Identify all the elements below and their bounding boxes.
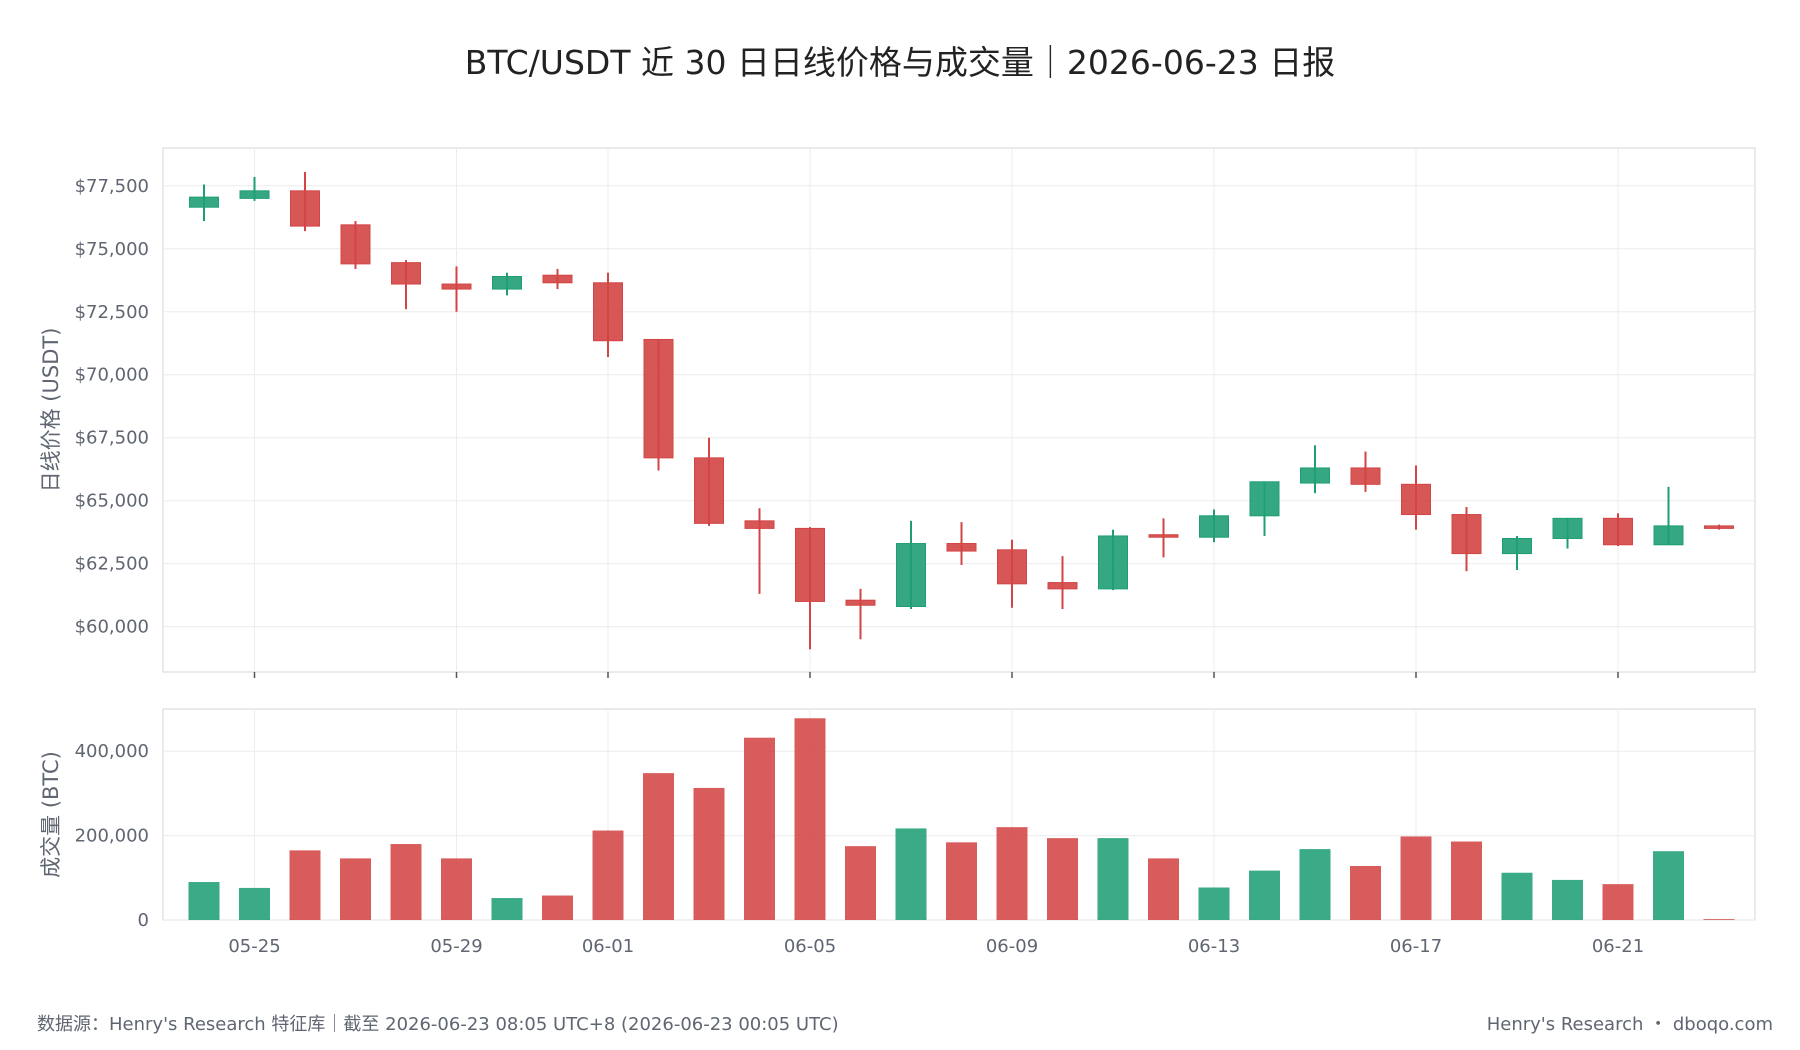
x-tick-label: 06-21 (1592, 936, 1644, 957)
volume-bar (1602, 884, 1634, 920)
volume-y-tick-label: 200,000 (75, 826, 149, 847)
candle-body (239, 190, 270, 199)
candle-body (1603, 517, 1633, 546)
price-y-tick-label: $67,500 (75, 428, 149, 449)
volume-bar (693, 787, 725, 920)
candle-body (1552, 517, 1583, 539)
volume-bar (1097, 838, 1129, 920)
volume-bar (1249, 870, 1280, 920)
volume-bar (188, 882, 220, 920)
volume-y-axis-title: 成交量 (BTC) (39, 751, 63, 878)
volume-bar (1198, 887, 1230, 920)
price-y-tick-label: $72,500 (75, 302, 149, 323)
volume-bar (845, 846, 876, 920)
volume-bar (1653, 851, 1684, 920)
x-tick-label: 05-29 (430, 936, 482, 957)
volume-bar (1299, 849, 1331, 920)
candle-body (441, 283, 472, 290)
volume-bar (1451, 841, 1482, 920)
price-y-axis-title: 日线价格 (USDT) (39, 328, 63, 493)
price-panel: $60,000 $62,500 $65,000 $67,500 $70,000 $72,5… (39, 147, 1756, 673)
brand-credit: Henry's Research ・ dboqo.com (1486, 1014, 1773, 1035)
volume-y-tick-label: 0 (138, 910, 149, 931)
volume-bar (491, 898, 523, 920)
price-y-tick-labels: $60,000 $62,500 $65,000 $67,500 $70,000 $72,5… (75, 176, 149, 638)
candle-body (1350, 467, 1381, 485)
volume-bar (946, 842, 977, 920)
price-gridlines (163, 148, 1755, 672)
candle-body (1401, 483, 1431, 516)
x-tick-label: 05-25 (228, 936, 280, 957)
price-y-tick-label: $60,000 (75, 617, 149, 638)
x-tick-label: 06-01 (582, 936, 634, 957)
volume-panel: 0 200,000 400,000 成交量 (BTC) (39, 708, 1756, 931)
x-tick-label: 06-09 (986, 936, 1038, 957)
volume-bar (1047, 838, 1078, 920)
candle-body (340, 224, 371, 265)
price-y-tick-label: $75,000 (75, 239, 149, 260)
price-y-tick-label: $65,000 (75, 491, 149, 512)
candle-body (593, 282, 623, 342)
candle-body (1300, 467, 1330, 484)
volume-bar (643, 773, 674, 920)
volume-bar (441, 858, 472, 920)
candle-body (694, 457, 724, 524)
candle-body (1199, 515, 1229, 538)
volume-bar (895, 828, 927, 920)
chart-title: BTC/USDT 近 30 日日线价格与成交量｜2026-06-23 日报 (464, 43, 1336, 82)
candle-body (997, 549, 1027, 585)
candle-body (391, 262, 421, 285)
volume-bar (1703, 919, 1735, 920)
price-y-tick-label: $77,500 (75, 176, 149, 197)
candles (189, 171, 1734, 650)
volume-bar (340, 858, 371, 920)
price-plot-area (162, 147, 1756, 673)
candle-body (1653, 525, 1684, 546)
x-axis: 05-25 05-29 06-01 06-05 06-09 06-13 06-17 06-21 (228, 672, 1644, 957)
volume-y-tick-label: 400,000 (75, 741, 149, 762)
candle-body (1451, 514, 1482, 555)
volume-bar (744, 737, 775, 920)
candle-body (795, 527, 825, 602)
volume-bar (996, 827, 1028, 920)
candle-body (492, 275, 522, 290)
volume-bar (239, 887, 270, 920)
volume-bar (592, 830, 624, 920)
candle-body (1502, 537, 1532, 555)
candle-body (1148, 534, 1179, 538)
volume-bar (1350, 865, 1381, 920)
data-source-note: 数据源：Henry's Research 特征库｜截至 2026-06-23 0… (37, 1014, 839, 1035)
volume-bar (1501, 872, 1533, 920)
candle-body (290, 190, 320, 227)
candle-body (946, 543, 977, 552)
candle-body (845, 599, 876, 606)
volume-bar (1400, 836, 1432, 920)
candle-body (1704, 525, 1734, 529)
candle-body (1249, 481, 1280, 517)
volume-bar (1148, 858, 1179, 920)
volume-bar (390, 844, 422, 920)
candle-body (744, 520, 775, 529)
volume-bar (1552, 879, 1583, 920)
volume-y-tick-labels: 0 200,000 400,000 (75, 741, 149, 931)
volume-bars (188, 718, 1735, 920)
candle-body (1098, 535, 1128, 590)
candle-body (1047, 582, 1078, 590)
volume-bar (542, 895, 573, 920)
candle-body (896, 543, 926, 607)
candle-body (189, 196, 219, 208)
x-tick-label: 06-05 (784, 936, 836, 957)
volume-gridlines (163, 709, 1755, 921)
price-y-tick-label: $62,500 (75, 554, 149, 575)
volume-bar (794, 718, 826, 920)
candle-body (542, 274, 573, 284)
volume-bar (289, 850, 321, 920)
x-tick-label: 06-13 (1188, 936, 1240, 957)
candle-body (643, 338, 674, 459)
price-y-tick-label: $70,000 (75, 365, 149, 386)
x-tick-label: 06-17 (1390, 936, 1442, 957)
